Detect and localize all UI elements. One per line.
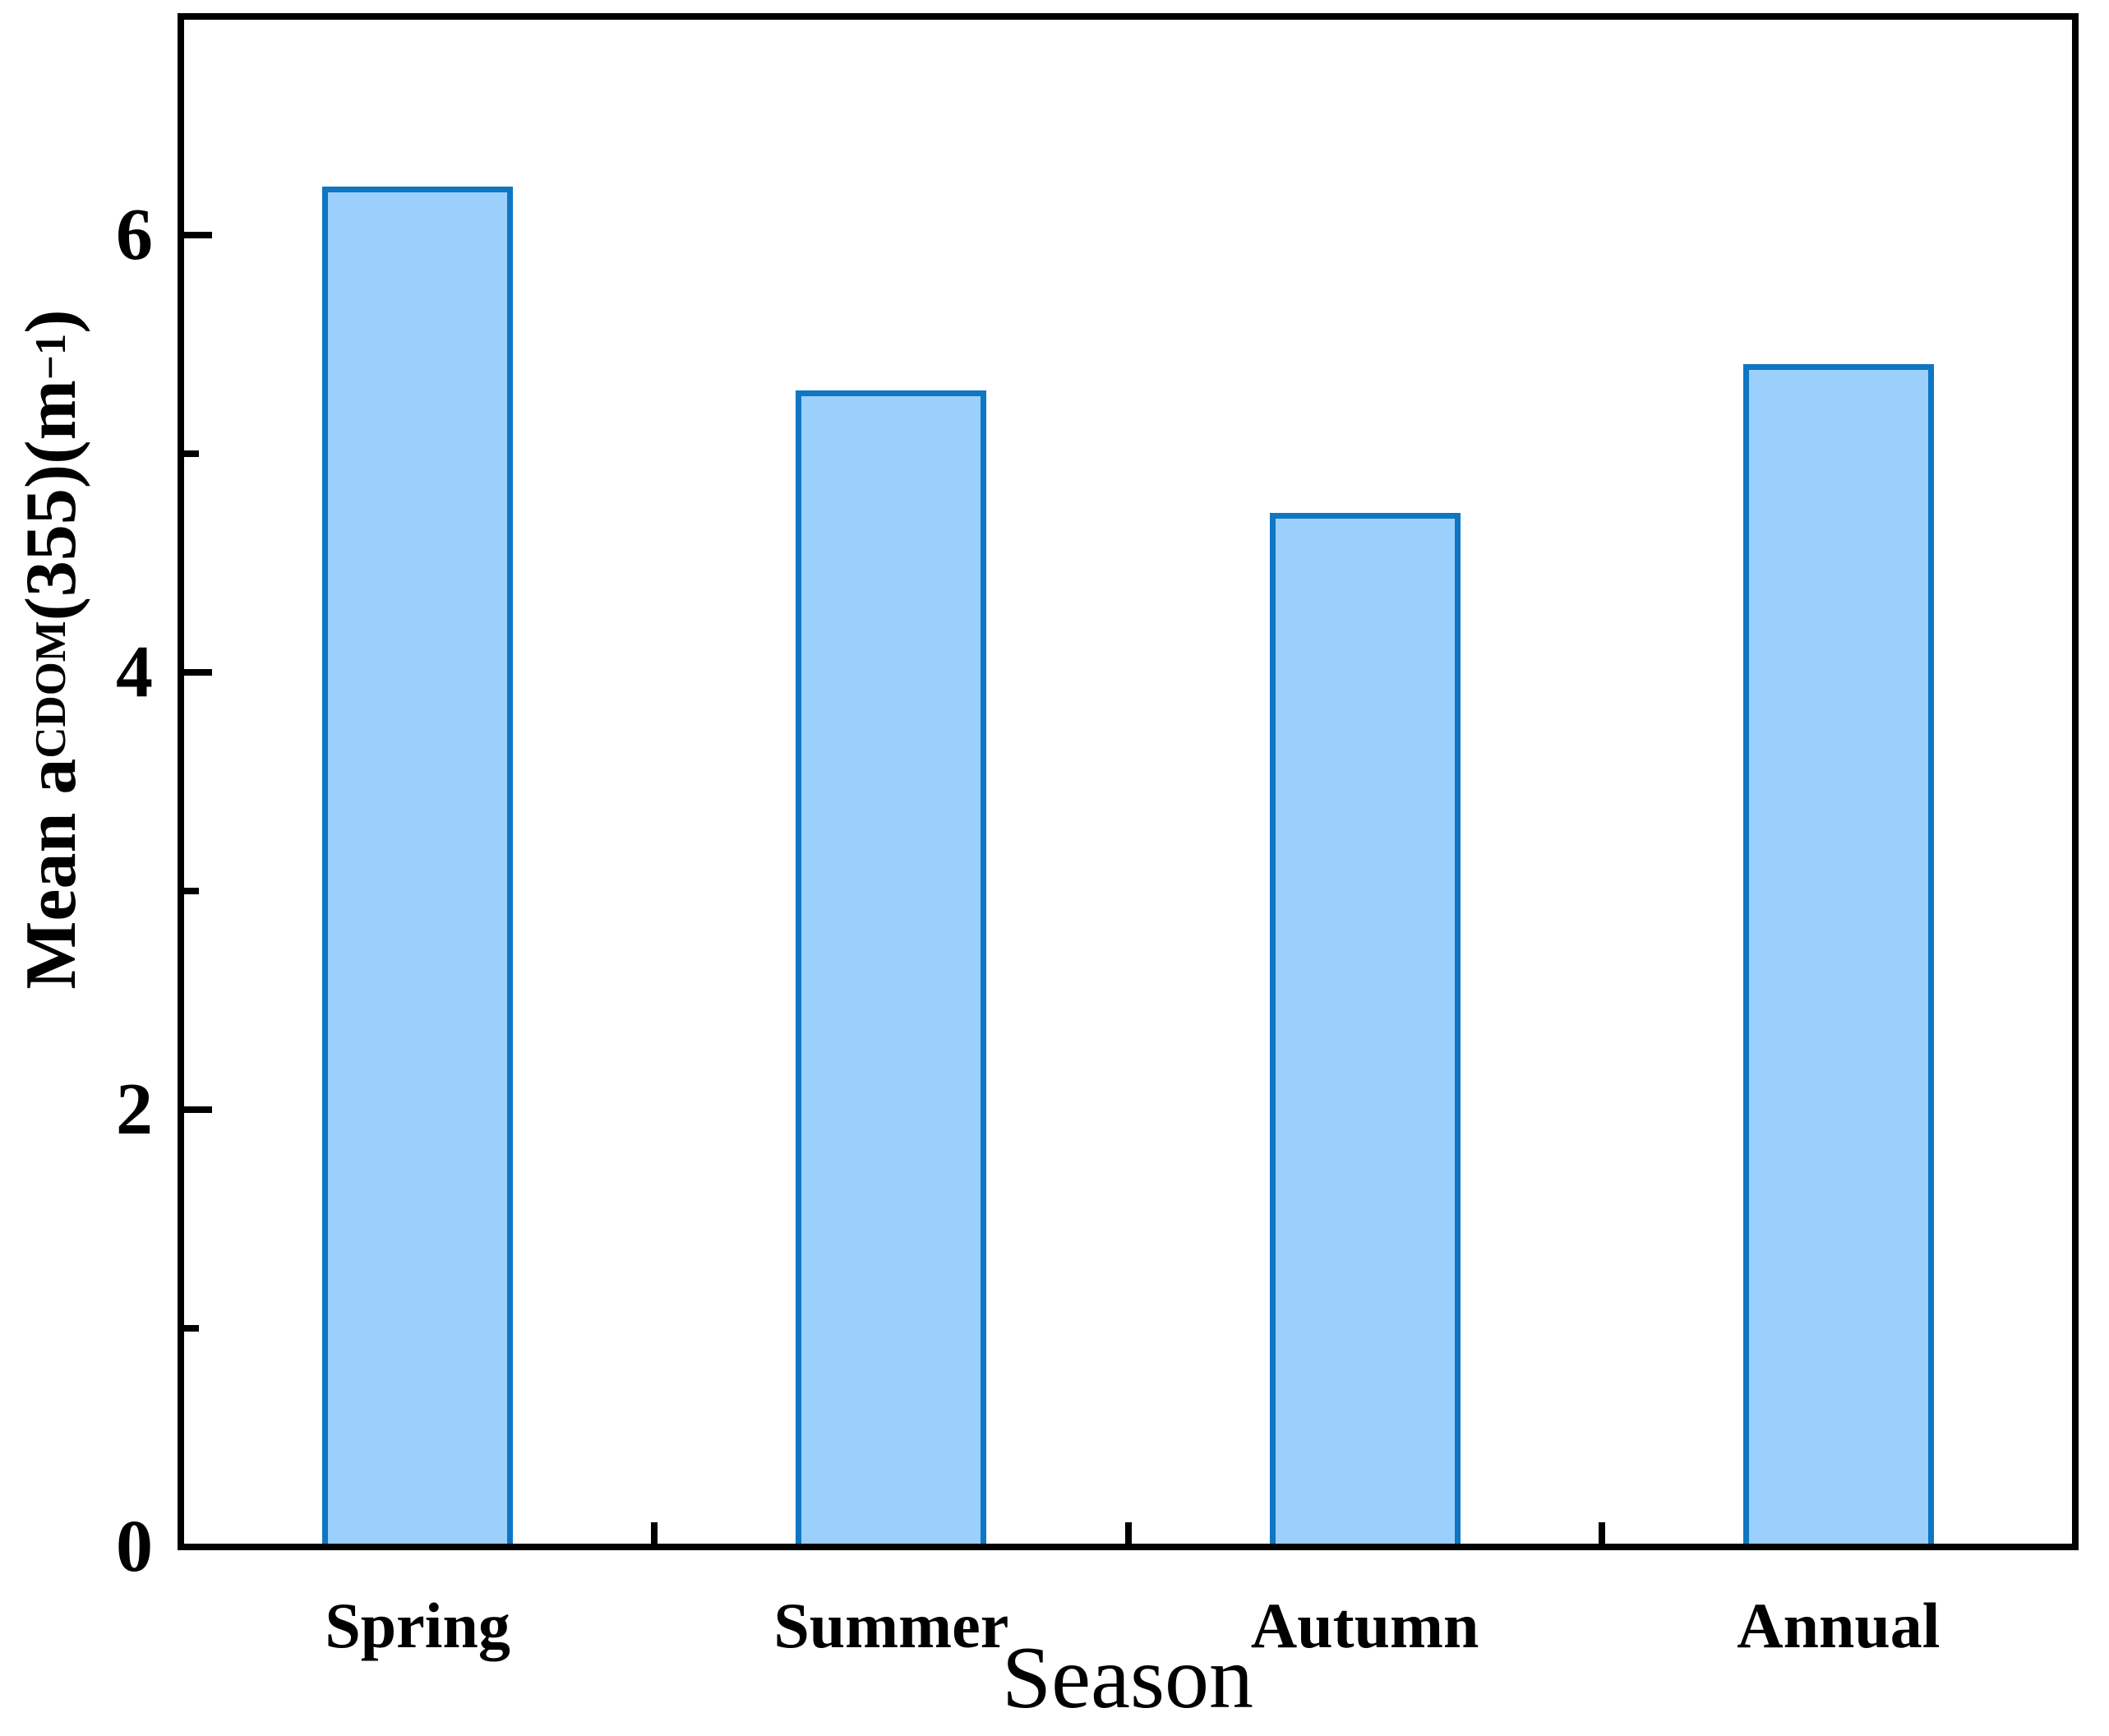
x-boundary-tick-3 — [1598, 1522, 1605, 1544]
bar-autumn — [1269, 512, 1461, 1544]
y-axis-label: Mean a CDOM (355)(m −1) — [2, 197, 100, 1101]
y-tick-label-6: 6 — [116, 194, 153, 275]
x-tick-label-spring: Spring — [325, 1590, 510, 1661]
bar-summer — [796, 390, 987, 1544]
x-boundary-tick-1 — [651, 1522, 658, 1544]
bar-spring — [322, 187, 514, 1544]
y-major-tick-6 — [184, 232, 212, 238]
y-major-tick-2 — [184, 1106, 212, 1113]
x-tick-label-autumn: Autumn — [1250, 1590, 1479, 1661]
y-axis-label-part: ) — [11, 309, 91, 334]
y-axis-label-part: −1 — [27, 333, 75, 381]
y-major-tick-4 — [184, 669, 212, 676]
y-minor-tick-5 — [184, 450, 199, 457]
y-axis-label-part: (355)(m — [11, 380, 91, 621]
y-minor-tick-3 — [184, 888, 199, 894]
x-boundary-tick-2 — [1124, 1522, 1132, 1544]
y-major-tick-0 — [184, 1544, 212, 1550]
x-axis-label: Season — [1002, 1629, 1253, 1727]
plot-area-frame — [178, 13, 2079, 1550]
y-axis-label-part: Mean a — [11, 758, 91, 990]
y-tick-label-2: 2 — [116, 1069, 153, 1150]
y-minor-tick-1 — [184, 1325, 199, 1332]
x-tick-label-summer: Summer — [773, 1590, 1009, 1661]
y-axis-label-part: CDOM — [27, 621, 75, 759]
bar-annual — [1742, 363, 1934, 1544]
y-tick-label-4: 4 — [116, 631, 153, 713]
y-tick-label-0: 0 — [116, 1506, 153, 1587]
x-tick-label-annual: Annual — [1737, 1590, 1941, 1661]
